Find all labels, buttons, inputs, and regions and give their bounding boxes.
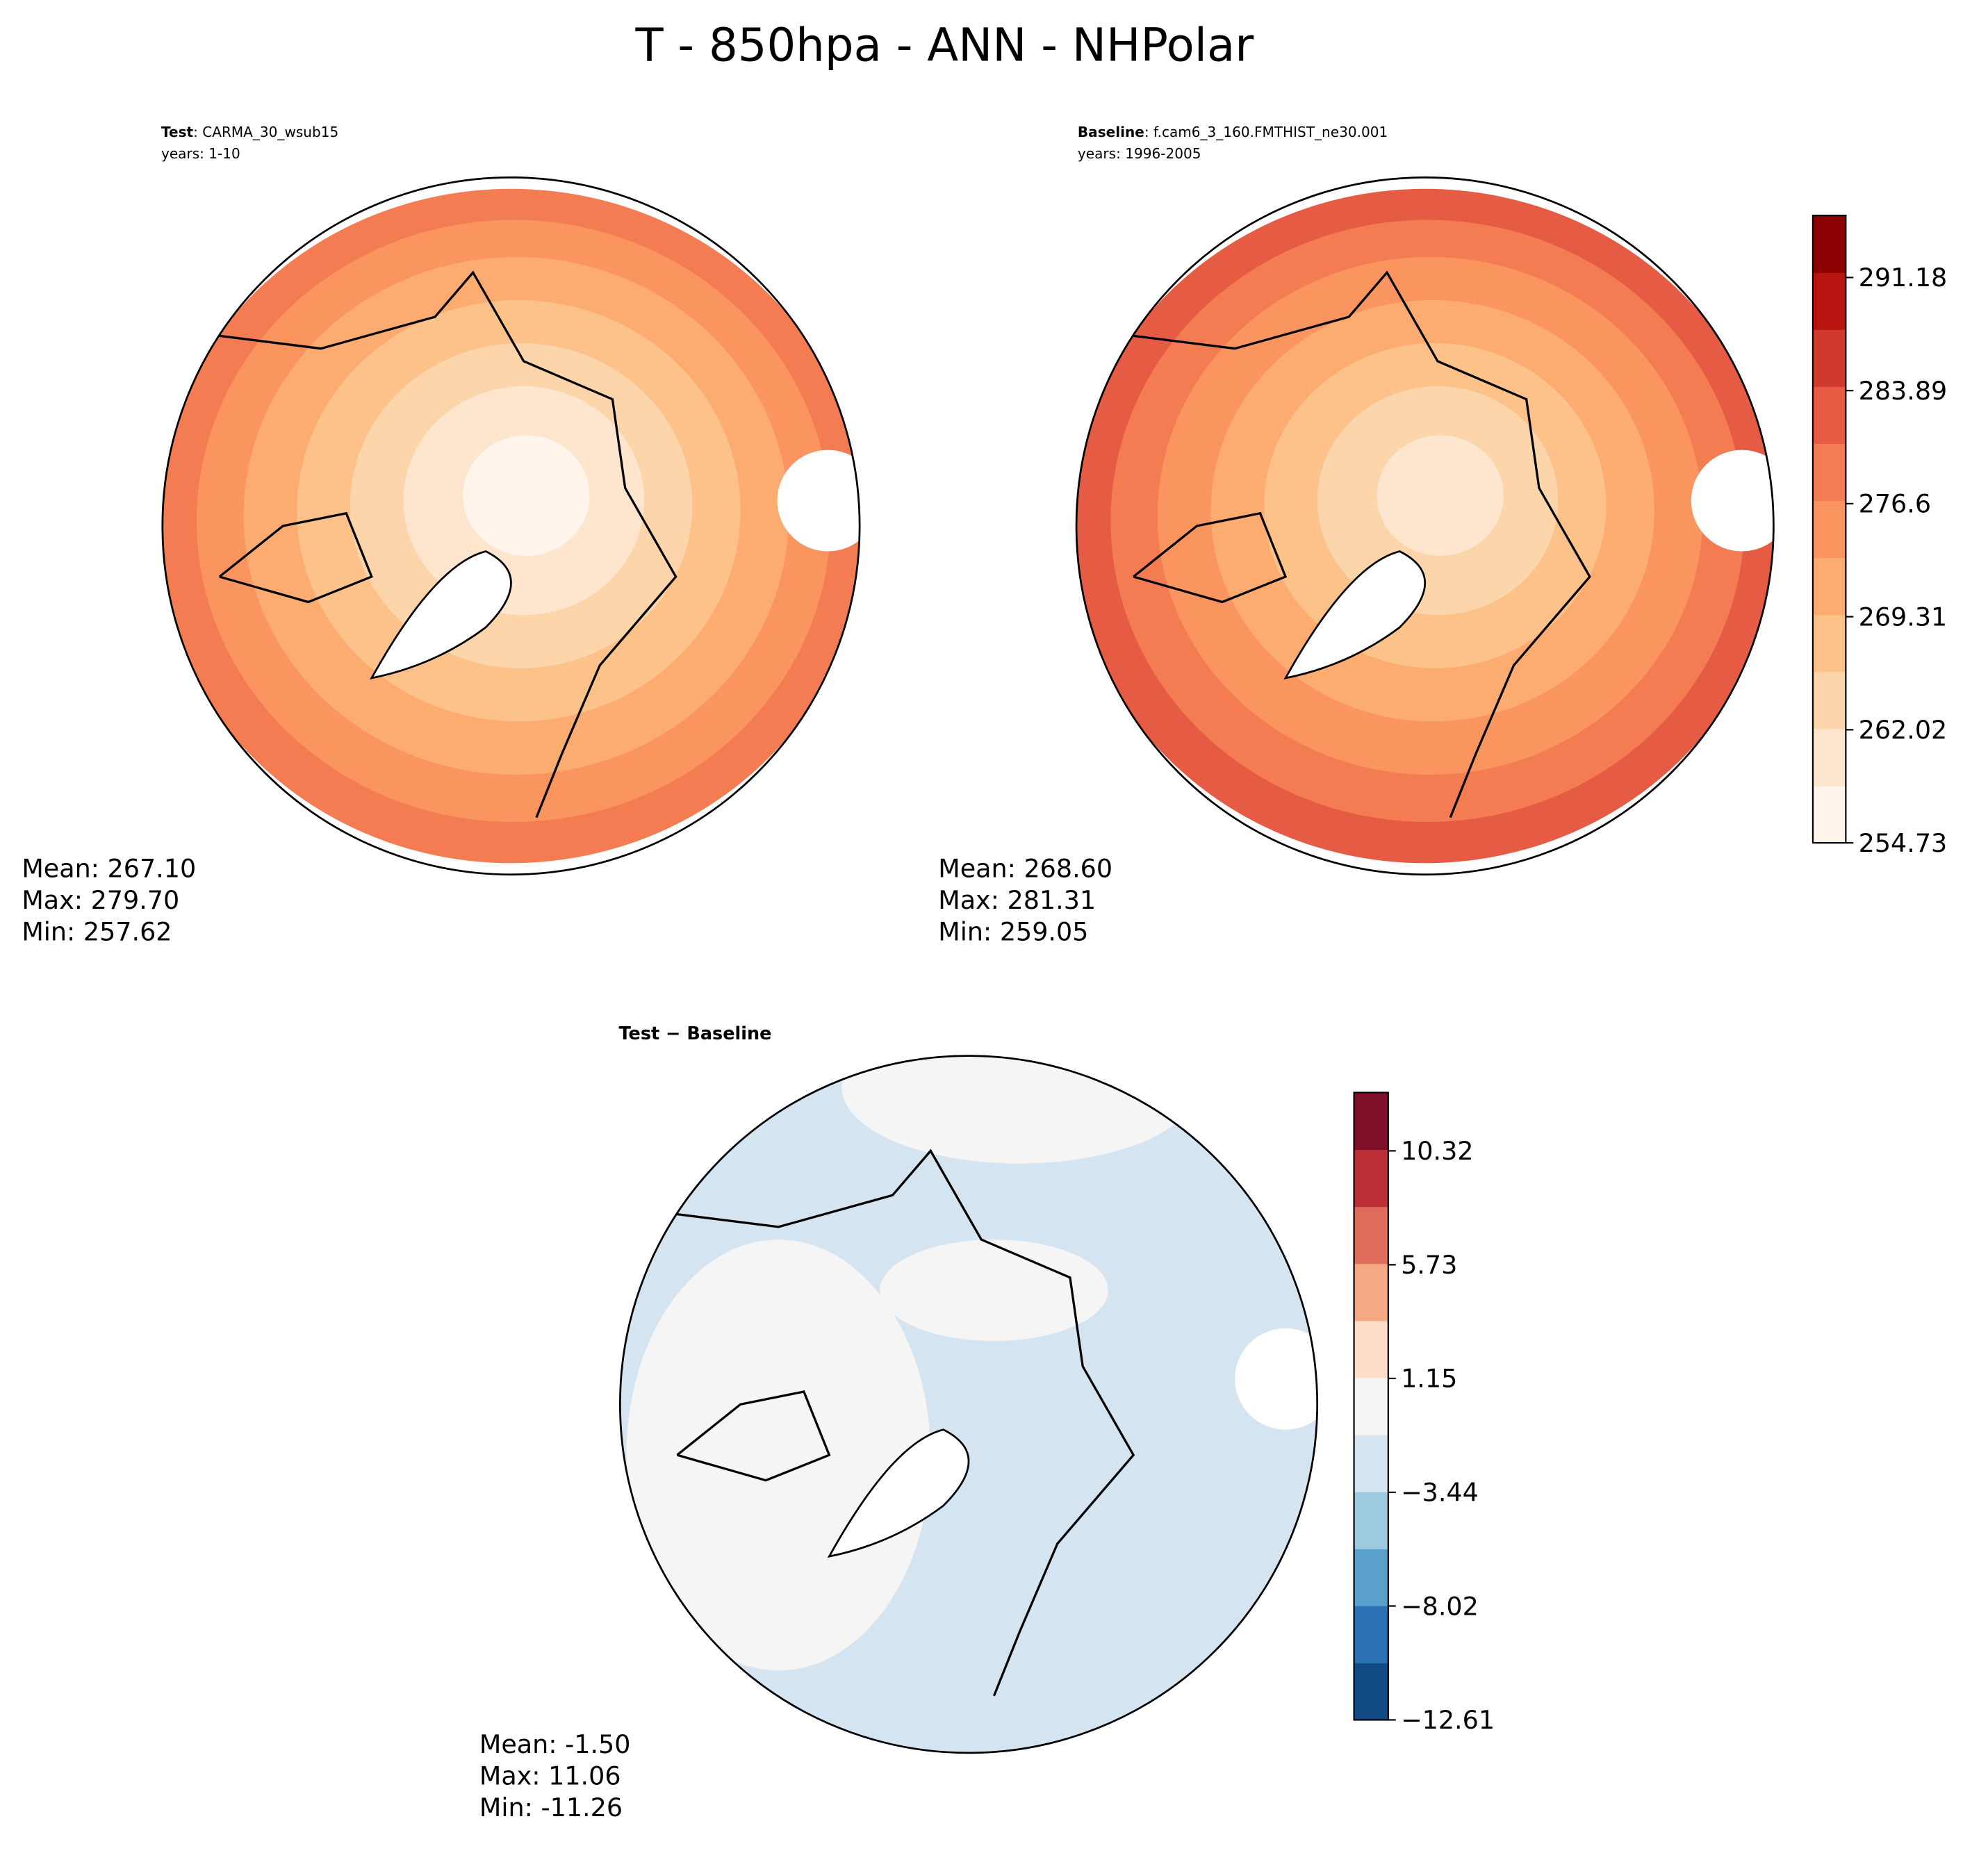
contour-fill [841,1055,1197,1164]
colorbar-band [1812,671,1846,730]
coastline [218,511,373,604]
panel-label-bold: Baseline [1078,124,1144,140]
panel-label: Test: CARMA_30_wsub15 [161,124,338,140]
panel-years: years: 1-10 [161,145,240,162]
panel-label-bold: Test [161,124,194,140]
coastline [677,1148,1135,1697]
land-mask [777,450,860,552]
map-panel [1075,176,1775,876]
colorbar-band [1812,728,1846,787]
colorbar-band [1812,614,1846,673]
land-mask [370,550,512,680]
colorbar-band [1354,1606,1388,1663]
colorbar-band [1812,500,1846,559]
map-panel [161,176,861,876]
map-field [1076,188,1774,864]
map-boundary [161,176,861,876]
colorbar-band [1812,386,1846,445]
panel-stat: Mean: 267.10 [22,853,196,883]
map-boundary [1075,176,1775,876]
coastline [219,270,677,818]
panel-stat: Max: 281.31 [938,885,1096,915]
panel-label: Baseline: f.cam6_3_160.FMTHIST_ne30.001 [1078,124,1388,140]
panel-stat: Max: 279.70 [22,885,179,915]
colorbar-band [1354,1492,1388,1549]
colorbar-band [1354,1320,1388,1378]
panel-stat: Min: 257.62 [22,917,172,947]
colorbar-frame [1353,1092,1389,1721]
panel-stat: Min: -11.26 [479,1793,623,1822]
panel-label: Test − Baseline [619,1023,772,1044]
panel-stat: Mean: -1.50 [479,1729,631,1759]
panel-stat: Min: 259.05 [938,917,1088,947]
colorbar-tick-label: 10.32 [1401,1136,1473,1166]
colorbar-tick-label: −3.44 [1401,1478,1479,1508]
colorbar-tick-label: 5.73 [1401,1250,1457,1280]
colorbar-frame [1812,215,1847,844]
colorbar-band [1354,1377,1388,1435]
land-mask [827,1428,970,1558]
colorbar-tick-label: 254.73 [1859,828,1948,858]
figure-title: T - 850hpa - ANN - NHPolar [634,19,1254,72]
contour-fill [880,1240,1108,1342]
colorbar-tick-label: 276.6 [1859,489,1931,519]
colorbar-tick-label: −12.61 [1401,1705,1495,1735]
colorbar-band [1812,557,1846,616]
map-field [620,1055,1317,1753]
panel-label-name: : f.cam6_3_160.FMTHIST_ne30.001 [1144,124,1388,140]
coastline [1133,511,1288,604]
colorbar-tick-label: 1.15 [1401,1364,1457,1394]
contour-fill [626,1240,931,1671]
colorbar-tick-label: 269.31 [1859,602,1948,632]
contour-fill [463,435,590,556]
colorbar-tick-label: −8.02 [1401,1591,1479,1621]
colorbar-tick-label: 262.02 [1859,715,1948,745]
colorbar-band [1354,1206,1388,1265]
coastline [1133,270,1591,818]
colorbar-band [1354,1149,1388,1208]
panel-stat: Mean: 268.60 [938,853,1112,883]
colorbar-band [1354,1092,1388,1151]
colorbar-band [1812,215,1846,273]
colorbar-band [1812,272,1846,330]
panel-years: years: 1996-2005 [1078,145,1201,162]
colorbar-band [1354,1549,1388,1606]
colorbar-band [1354,1435,1388,1492]
colorbar-tick-label: 291.18 [1859,263,1948,293]
colorbar-band [1812,786,1846,843]
colorbar-band [1812,443,1846,502]
map-panel [618,1055,1319,1754]
land-mask [1283,550,1426,680]
coastline [676,1390,831,1482]
land-mask [1691,450,1774,552]
map-boundary [618,1055,1319,1754]
colorbar-band [1812,329,1846,387]
colorbar-band [1354,1663,1388,1721]
colorbar-tick-label: 283.89 [1859,376,1948,406]
panel-stat: Max: 11.06 [479,1761,621,1790]
contour-fill [1377,435,1504,556]
colorbar-band [1354,1263,1388,1321]
map-field [162,188,860,864]
panel-label-name: : CARMA_30_wsub15 [193,124,338,140]
land-mask [1235,1328,1317,1430]
